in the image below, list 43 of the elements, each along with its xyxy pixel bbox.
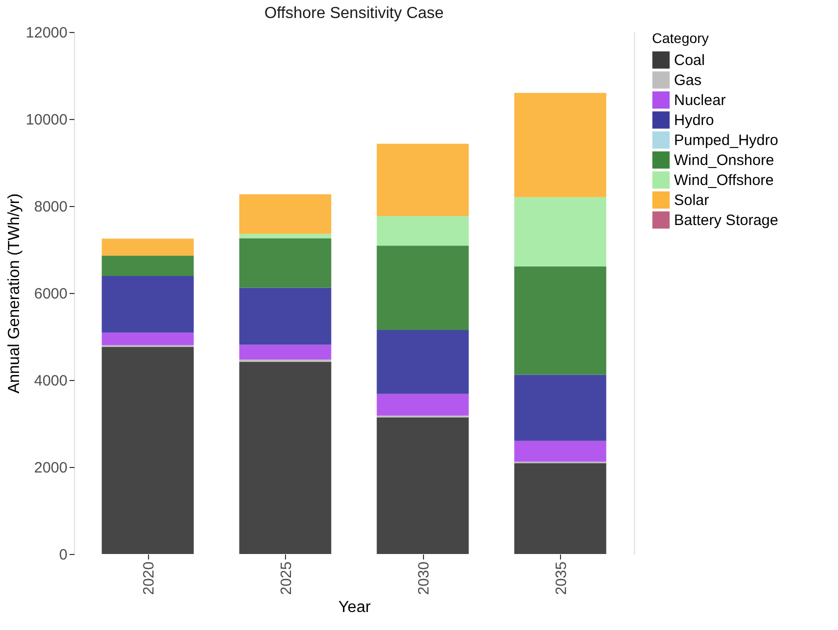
bar: [239, 238, 332, 288]
y-tick-label: 0: [59, 546, 68, 564]
legend-label: Wind_Offshore: [674, 172, 774, 189]
y-tick-label: 4000: [34, 372, 68, 390]
x-axis-title: Year: [338, 598, 372, 616]
y-tick-label: 6000: [34, 286, 68, 302]
bar: [514, 374, 606, 441]
bar: [514, 440, 606, 462]
bar: [514, 92, 606, 198]
y-tick-label: 10000: [26, 112, 68, 128]
x-tick-label: 2025: [278, 562, 295, 595]
bar: [376, 246, 469, 330]
bar: [239, 234, 332, 238]
bar: [102, 238, 194, 256]
legend-label: Gas: [674, 72, 702, 89]
bar: [376, 394, 469, 416]
legend-label: Solar: [674, 192, 710, 209]
bar: [239, 344, 332, 360]
y-axis-title: Annual Generation (TWh/yr): [6, 193, 23, 394]
legend-label: Nuclear: [674, 92, 726, 109]
bar: [239, 194, 332, 234]
legend-label: Coal: [674, 52, 705, 69]
bar: [102, 276, 194, 333]
x-tick-label: 2030: [415, 562, 432, 595]
x-tick-label: 2020: [140, 562, 158, 595]
x-tick-label: 2035: [552, 562, 570, 595]
legend-label: Battery Storage: [674, 212, 778, 229]
bar: [102, 332, 194, 346]
legend-title: Category: [652, 30, 709, 46]
chart-title: Offshore Sensitivity Case: [264, 5, 444, 22]
y-tick-label: 8000: [34, 198, 68, 216]
bar: [376, 216, 469, 246]
bar: [376, 144, 469, 216]
bar: [514, 266, 606, 375]
bar: [514, 197, 606, 266]
legend-label: Pumped_Hydro: [674, 132, 778, 149]
bar: [239, 288, 332, 345]
bar: [102, 256, 194, 276]
bar: [376, 330, 469, 394]
y-tick-label: 12000: [26, 24, 68, 42]
y-tick-label: 2000: [34, 460, 68, 476]
legend-label: Wind_Onshore: [674, 152, 774, 169]
legend-label: Hydro: [674, 112, 714, 129]
